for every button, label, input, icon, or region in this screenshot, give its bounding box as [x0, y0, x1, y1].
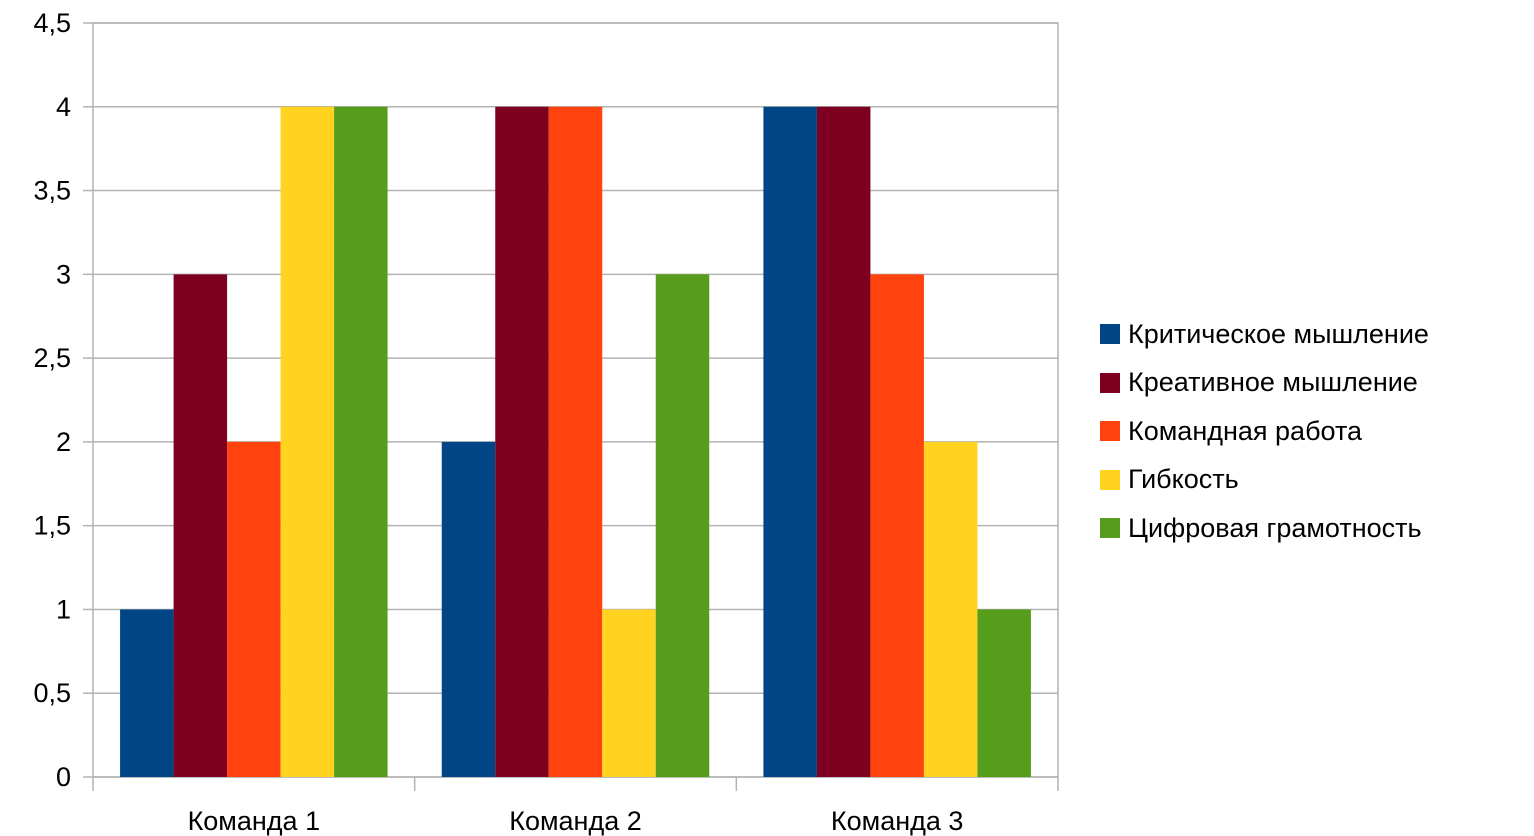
bar: [763, 106, 817, 778]
legend-swatch: [1100, 421, 1120, 442]
legend-swatch: [1100, 324, 1120, 345]
legend-item: Командная работа: [1100, 407, 1429, 456]
x-tick-label: Команда 2: [509, 806, 642, 836]
bar: [816, 106, 871, 778]
legend-label: Цифровая грамотность: [1128, 512, 1422, 543]
x-tick-label: Команда 1: [188, 806, 321, 836]
y-tick-label: 0,5: [33, 678, 71, 708]
legend-label: Креативное мышление: [1128, 367, 1418, 398]
legend-swatch: [1100, 469, 1120, 490]
bar: [870, 274, 924, 777]
y-tick-label: 2: [56, 427, 71, 457]
bar: [602, 609, 656, 777]
bar: [280, 106, 335, 778]
bar: [548, 106, 603, 778]
bar: [495, 106, 549, 778]
y-tick-label: 1: [56, 594, 71, 624]
legend-label: Командная работа: [1128, 415, 1363, 446]
bars: [120, 106, 1031, 778]
y-tick-label: 4: [56, 92, 71, 122]
y-tick-label: 4,5: [33, 8, 71, 38]
y-tick-label: 3,5: [33, 176, 71, 206]
legend-swatch: [1100, 372, 1120, 393]
legend-item: Критическое мышление: [1100, 310, 1429, 359]
y-tick-label: 0: [56, 762, 71, 792]
bar: [441, 441, 496, 777]
legend-label: Гибкость: [1128, 464, 1239, 495]
y-tick-label: 1,5: [33, 511, 71, 541]
axes: [83, 22, 1059, 791]
legend-item: Креативное мышление: [1100, 359, 1429, 408]
bar: [334, 106, 388, 778]
legend-item: Гибкость: [1100, 456, 1429, 505]
legend: Критическое мышление Креативное мышление К…: [1100, 310, 1429, 553]
legend-swatch: [1100, 518, 1120, 539]
y-tick-label: 2,5: [33, 343, 71, 373]
bar: [655, 274, 710, 777]
bar: [173, 274, 228, 777]
bar: [923, 441, 978, 777]
y-axis-ticks: 0 0,5 1 1,5 2 2,5 3 3,5 4 4,5: [33, 8, 71, 792]
x-axis-ticks: Команда 1 Команда 2 Команда 3: [188, 806, 964, 836]
y-tick-label: 3: [56, 259, 71, 289]
bar: [977, 609, 1031, 777]
legend-item: Цифровая грамотность: [1100, 504, 1429, 553]
bar: [120, 609, 174, 777]
bar: [227, 441, 281, 777]
x-tick-label: Команда 3: [831, 806, 964, 836]
legend-label: Критическое мышление: [1128, 318, 1429, 349]
